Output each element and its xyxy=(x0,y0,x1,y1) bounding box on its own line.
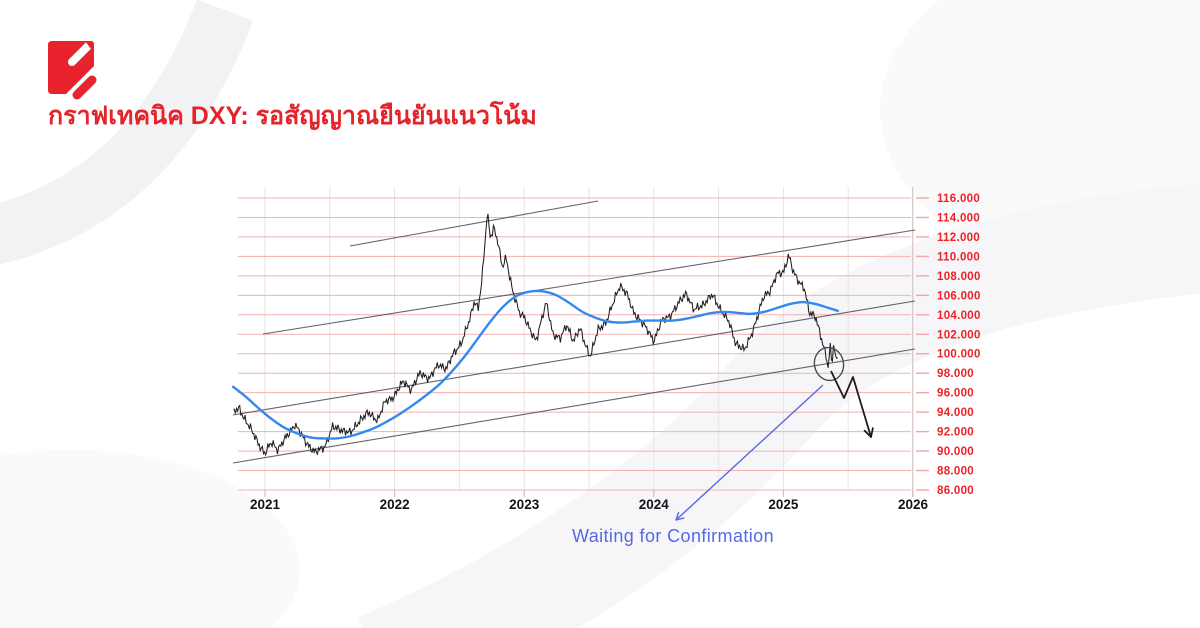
y-axis-label: 94.000 xyxy=(937,407,974,419)
x-axis-label: 2025 xyxy=(768,497,799,512)
x-axis-label: 2023 xyxy=(509,497,540,512)
trendline-channel-top xyxy=(262,229,916,335)
swoosh-top-left xyxy=(0,0,254,265)
y-axis-label: 106.000 xyxy=(937,290,981,302)
projection-arrow xyxy=(830,370,872,438)
vertical-gridlines xyxy=(264,187,914,490)
y-axis-label: 90.000 xyxy=(937,446,974,458)
brand-logo xyxy=(48,40,97,100)
horizontal-gridlines xyxy=(238,197,911,491)
price-series xyxy=(233,213,838,457)
x-axis-label: 2022 xyxy=(380,497,410,512)
y-axis-label: 92.000 xyxy=(937,427,974,439)
trendline-upper-resistance-2022 xyxy=(349,200,599,247)
moving-average-line xyxy=(232,289,839,440)
logo-slash-icon xyxy=(68,40,94,66)
trendline-layer xyxy=(232,200,916,464)
x-axis-label: 2024 xyxy=(639,497,670,512)
y-axis-label: 98.000 xyxy=(937,368,974,380)
pointer-arrowhead xyxy=(675,511,680,521)
axes-and-ticks xyxy=(264,187,929,497)
logo-pill xyxy=(72,75,97,100)
annotation-layer: Waiting for Confirmation xyxy=(572,346,874,546)
logo-corner-triangle xyxy=(85,41,94,53)
y-axis-label: 112.000 xyxy=(937,232,980,244)
axis-labels: 116.000 114.000 112.000 110.000 108.000 106.0… xyxy=(250,193,981,512)
swoosh-diagonal xyxy=(358,183,1200,628)
projection-arrowhead xyxy=(863,429,872,438)
y-axis-label: 100.000 xyxy=(937,349,981,361)
breakdown-circle xyxy=(813,346,845,382)
page-title: กราฟเทคนิค DXY: รอสัญญาณยืนยันแนวโน้ม xyxy=(48,102,537,130)
y-axis-label: 114.000 xyxy=(937,212,980,224)
y-axis-label: 116.000 xyxy=(937,193,980,205)
y-axis-label: 108.000 xyxy=(937,271,981,283)
y-axis-label: 104.000 xyxy=(937,310,981,322)
x-axis-label: 2026 xyxy=(898,497,929,512)
pointer-arrowhead xyxy=(675,517,685,521)
projection-arrowhead xyxy=(870,427,874,438)
x-axis-label: 2021 xyxy=(250,497,281,512)
callout-label: Waiting for Confirmation xyxy=(572,526,774,546)
y-axis-label: 110.000 xyxy=(937,251,980,263)
trendline-channel-bottom xyxy=(232,348,916,464)
y-axis-label: 88.000 xyxy=(937,466,974,478)
price-series-layer xyxy=(233,213,838,457)
pointer-line xyxy=(675,384,824,521)
y-axis-label: 96.000 xyxy=(937,388,974,400)
moving-average-layer xyxy=(232,289,839,440)
trendline-channel-mid xyxy=(232,300,916,416)
y-axis-label: 86.000 xyxy=(937,485,974,497)
y-axis-label: 102.000 xyxy=(937,329,981,341)
swoosh-bottom-left xyxy=(0,450,300,628)
